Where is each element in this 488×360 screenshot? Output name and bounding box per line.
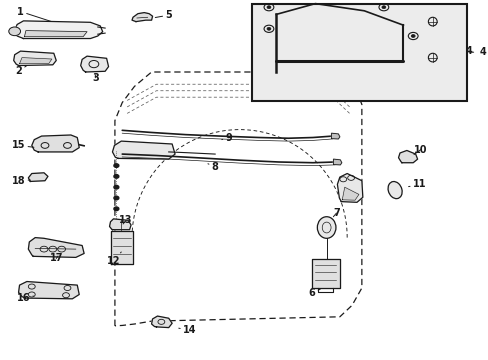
Circle shape — [381, 6, 385, 9]
Text: 4: 4 — [469, 47, 485, 57]
Circle shape — [114, 175, 119, 178]
Circle shape — [9, 27, 20, 36]
Polygon shape — [32, 135, 79, 152]
Text: 11: 11 — [408, 179, 426, 189]
Text: 1: 1 — [17, 6, 51, 22]
Ellipse shape — [317, 217, 335, 238]
Polygon shape — [14, 51, 56, 66]
Circle shape — [114, 164, 119, 167]
Text: 8: 8 — [207, 162, 218, 172]
Polygon shape — [112, 141, 175, 159]
Polygon shape — [398, 150, 417, 163]
Text: 14: 14 — [179, 325, 196, 336]
Circle shape — [410, 35, 414, 37]
Polygon shape — [132, 13, 152, 22]
Text: 5: 5 — [155, 10, 172, 20]
Text: 16: 16 — [17, 293, 33, 303]
Polygon shape — [19, 282, 79, 299]
Polygon shape — [15, 21, 102, 39]
Text: 15: 15 — [12, 140, 34, 150]
Text: 4: 4 — [465, 46, 472, 56]
Polygon shape — [151, 316, 172, 328]
Polygon shape — [24, 31, 87, 37]
Text: 13: 13 — [119, 215, 133, 225]
Bar — [251, 4, 466, 101]
Text: 7: 7 — [332, 208, 339, 218]
Text: 2: 2 — [15, 66, 27, 76]
Text: 12: 12 — [106, 252, 121, 266]
Polygon shape — [109, 219, 131, 230]
Polygon shape — [333, 159, 341, 165]
Text: 9: 9 — [221, 132, 232, 143]
Circle shape — [266, 6, 270, 9]
Polygon shape — [81, 56, 108, 72]
Text: 10: 10 — [413, 145, 427, 155]
Text: 18: 18 — [12, 176, 30, 186]
Polygon shape — [337, 174, 362, 202]
Text: 3: 3 — [92, 73, 99, 83]
Circle shape — [114, 207, 119, 211]
Polygon shape — [28, 173, 48, 181]
Circle shape — [266, 27, 270, 30]
Text: 17: 17 — [49, 253, 63, 264]
Polygon shape — [311, 259, 339, 288]
Polygon shape — [342, 187, 358, 200]
Polygon shape — [20, 58, 52, 64]
Circle shape — [114, 185, 119, 189]
Polygon shape — [28, 238, 84, 257]
Circle shape — [114, 196, 119, 200]
Ellipse shape — [387, 181, 401, 199]
Text: 6: 6 — [308, 288, 320, 298]
Polygon shape — [331, 133, 339, 139]
Polygon shape — [111, 231, 133, 264]
